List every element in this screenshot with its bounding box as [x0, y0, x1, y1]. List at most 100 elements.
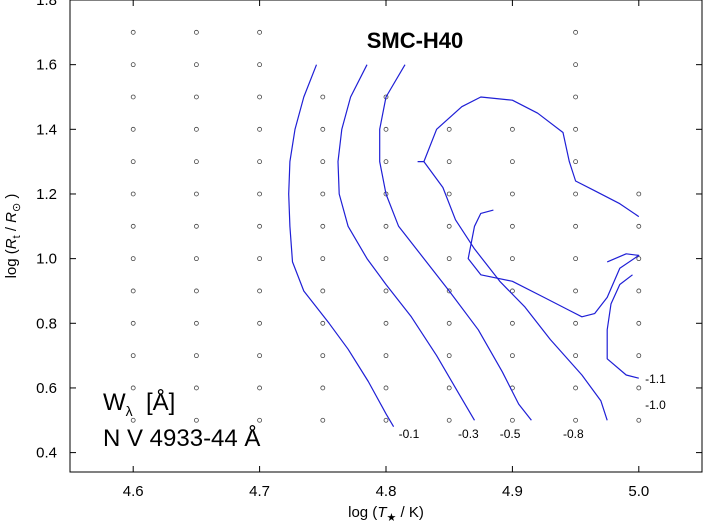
y-tick-label: 1.6: [36, 57, 57, 74]
model-point: [257, 29, 263, 35]
model-point: [130, 385, 136, 391]
model-point: [383, 256, 389, 262]
model-point: [130, 159, 136, 165]
model-point: [636, 320, 642, 326]
model-point: [193, 126, 199, 132]
model-point: [573, 126, 578, 132]
x-tick-label: 4.6: [123, 483, 144, 500]
model-point: [383, 223, 389, 229]
y-tick-label: 1.0: [36, 251, 57, 268]
x-axis-ticks: 4.6 4.7 4.8 4.9 5.0: [123, 0, 649, 500]
model-point: [510, 417, 515, 423]
model-point: [636, 256, 642, 262]
model-point: [257, 159, 263, 165]
contour-line: [467, 209, 640, 318]
model-point: [510, 320, 515, 326]
model-point: [193, 29, 199, 35]
model-point: [320, 159, 326, 165]
contour-label: -0.8: [563, 427, 584, 441]
model-point: [383, 126, 389, 132]
model-point: [130, 417, 136, 423]
model-point: [510, 159, 515, 165]
annotation-line-2: N V 4933-44 Å: [103, 424, 260, 452]
model-point: [573, 353, 578, 359]
model-point: [320, 191, 326, 197]
y-tick-label: 1.8: [36, 0, 57, 9]
contour-label: -0.1: [399, 427, 420, 441]
model-point: [510, 126, 515, 132]
model-grid-dots: [130, 29, 642, 423]
contour-line: [423, 161, 608, 421]
annotation-line-1: Wλ [Å]: [103, 388, 175, 419]
model-point: [257, 191, 263, 197]
model-point: [193, 94, 199, 100]
model-point: [636, 223, 642, 229]
model-point: [320, 320, 326, 326]
model-point: [636, 191, 642, 197]
model-point: [573, 288, 578, 294]
model-point: [257, 417, 263, 423]
model-point: [636, 385, 642, 391]
model-point: [573, 417, 578, 423]
model-point: [130, 126, 136, 132]
contour-label: -0.3: [458, 427, 479, 441]
y-tick-label: 0.4: [36, 445, 57, 462]
y-axis-label: log (Rt / R⊙ ): [3, 194, 23, 279]
model-point: [383, 353, 389, 359]
model-point: [320, 223, 326, 229]
model-point: [257, 353, 263, 359]
model-point: [130, 62, 136, 68]
model-point: [383, 320, 389, 326]
model-point: [573, 191, 578, 197]
model-point: [193, 62, 199, 68]
model-point: [130, 288, 136, 294]
model-point: [193, 223, 199, 229]
model-point: [193, 256, 199, 262]
model-point: [193, 288, 199, 294]
model-point: [446, 288, 452, 294]
model-point: [193, 385, 199, 391]
model-point: [446, 256, 452, 262]
contour-label: -1.0: [645, 398, 666, 412]
chart-title: SMC-H40: [367, 28, 464, 53]
model-point: [130, 223, 136, 229]
contour-label: -1.1: [645, 372, 666, 386]
model-point: [130, 256, 136, 262]
model-point: [320, 94, 326, 100]
model-point: [130, 191, 136, 197]
x-axis-label: log (T★ / K): [348, 504, 424, 524]
x-tick-label: 4.8: [376, 483, 397, 500]
contour-lines: [288, 64, 640, 428]
model-point: [257, 94, 263, 100]
model-point: [573, 223, 578, 229]
model-point: [320, 417, 326, 423]
x-tick-label: 4.9: [502, 483, 523, 500]
model-point: [257, 288, 263, 294]
y-tick-label: 0.6: [36, 380, 57, 397]
model-point: [257, 62, 263, 68]
model-point: [510, 256, 515, 262]
model-point: [320, 353, 326, 359]
model-point: [573, 159, 578, 165]
model-point: [573, 94, 578, 100]
model-point: [130, 94, 136, 100]
model-point: [446, 191, 452, 197]
model-point: [257, 385, 263, 391]
model-point: [383, 159, 389, 165]
y-tick-label: 0.8: [36, 315, 57, 332]
contour-line: [379, 64, 532, 421]
model-point: [320, 385, 326, 391]
model-point: [573, 320, 578, 326]
contour-line: [288, 64, 395, 428]
model-point: [446, 223, 452, 229]
model-point: [130, 29, 136, 35]
model-point: [383, 288, 389, 294]
x-tick-label: 4.7: [249, 483, 270, 500]
model-point: [446, 353, 452, 359]
model-point: [510, 353, 515, 359]
model-point: [573, 256, 578, 262]
model-point: [636, 417, 642, 423]
model-point: [193, 191, 199, 197]
model-point: [257, 256, 263, 262]
